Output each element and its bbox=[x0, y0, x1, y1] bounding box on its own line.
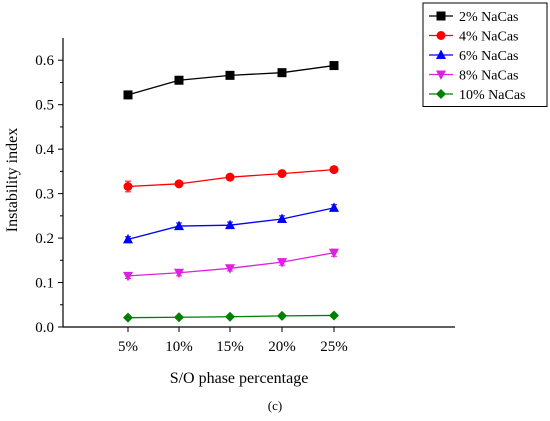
y-tick-label: 0.2 bbox=[35, 231, 54, 247]
x-tick-label: 10% bbox=[165, 339, 193, 355]
data-point bbox=[225, 264, 235, 274]
legend-item: 6% NaCas bbox=[429, 49, 519, 64]
legend-label: 2% NaCas bbox=[459, 10, 519, 25]
figure-caption: (c) bbox=[268, 398, 282, 413]
series-4 bbox=[123, 248, 339, 282]
data-point bbox=[329, 310, 339, 321]
data-point bbox=[225, 172, 235, 182]
legend-marker bbox=[436, 49, 446, 59]
legend-label: 6% NaCas bbox=[459, 49, 519, 64]
data-point bbox=[174, 268, 184, 279]
legend-label: 8% NaCas bbox=[459, 69, 519, 84]
data-point bbox=[225, 311, 235, 322]
data-point bbox=[277, 68, 287, 78]
data-point bbox=[174, 75, 184, 85]
data-point bbox=[123, 271, 133, 282]
y-tick-label: 0.5 bbox=[35, 98, 54, 114]
x-axis-label: S/O phase percentage bbox=[170, 370, 309, 387]
series-layer bbox=[123, 61, 339, 323]
series-line bbox=[127, 252, 335, 277]
data-point bbox=[329, 202, 339, 212]
legend-item: 4% NaCas bbox=[429, 30, 519, 45]
data-point bbox=[225, 219, 235, 230]
data-point bbox=[329, 248, 339, 259]
data-point bbox=[277, 258, 287, 268]
legend-item: 2% NaCas bbox=[429, 10, 519, 25]
legend-marker bbox=[436, 11, 446, 21]
y-tick-label: 0.0 bbox=[35, 320, 54, 336]
legend-marker bbox=[436, 89, 446, 99]
series-line bbox=[127, 64, 335, 96]
legend-label: 10% NaCas bbox=[459, 88, 526, 103]
x-tick-label: 20% bbox=[268, 339, 296, 355]
legend-marker bbox=[436, 31, 446, 40]
x-tick-label: 15% bbox=[216, 339, 244, 355]
legend-marker bbox=[436, 70, 446, 80]
y-axis-label: Instability index bbox=[4, 128, 21, 232]
y-tick-label: 0.6 bbox=[35, 53, 54, 69]
series-2 bbox=[123, 165, 339, 193]
data-point bbox=[329, 165, 339, 175]
x-ticks: 5% 10% 15% 20% 25% bbox=[118, 327, 348, 355]
legend-item: 10% NaCas bbox=[429, 88, 526, 103]
y-tick-label: 0.3 bbox=[35, 187, 54, 203]
data-point bbox=[123, 312, 133, 323]
data-point bbox=[123, 90, 133, 100]
series-1 bbox=[123, 61, 339, 100]
data-point bbox=[174, 312, 184, 323]
legend-label: 4% NaCas bbox=[459, 30, 519, 45]
data-point bbox=[329, 61, 339, 71]
series-5 bbox=[123, 310, 339, 323]
y-tick-label: 0.4 bbox=[35, 142, 54, 158]
data-point bbox=[277, 169, 287, 179]
data-point bbox=[277, 310, 287, 321]
series-3 bbox=[123, 202, 339, 244]
data-point bbox=[174, 220, 184, 231]
data-point bbox=[225, 70, 235, 80]
data-point bbox=[123, 233, 133, 244]
legend: 2% NaCas 4% NaCas 6% NaCas 8% NaCas 10% NaCa… bbox=[422, 2, 548, 107]
data-point bbox=[174, 179, 184, 189]
data-point bbox=[277, 213, 287, 223]
axes bbox=[62, 38, 455, 328]
y-tick-label: 0.1 bbox=[35, 276, 54, 292]
x-tick-label: 5% bbox=[118, 339, 138, 355]
y-ticks: 0.0 0.1 0.2 0.3 0.4 0.5 0.6 bbox=[35, 53, 63, 336]
x-tick-label: 25% bbox=[320, 339, 348, 355]
legend-item: 8% NaCas bbox=[429, 69, 519, 84]
data-point bbox=[123, 182, 133, 192]
